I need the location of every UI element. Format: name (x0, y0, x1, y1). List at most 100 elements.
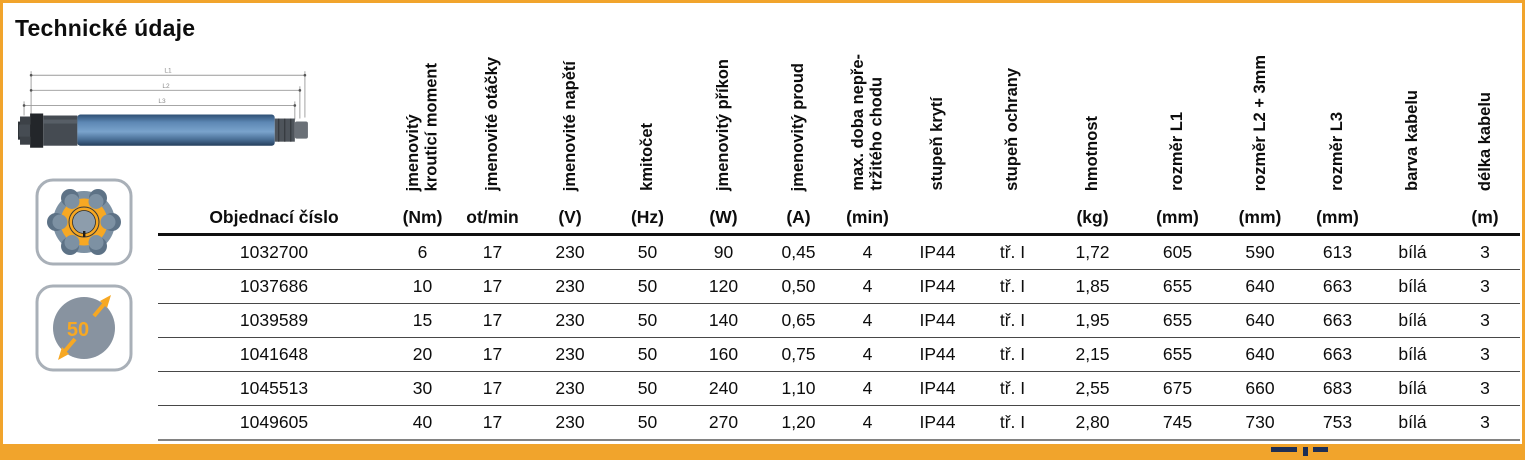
value-cell: bílá (1398, 242, 1427, 262)
value-cell: 4 (862, 310, 873, 330)
column-unit-4: (Hz) (630, 207, 665, 227)
value-cell: bílá (1398, 412, 1427, 432)
column-header-label: hmotnost (1083, 115, 1102, 191)
value-cell: 140 (708, 310, 739, 330)
value-cell: 1,95 (1075, 310, 1110, 330)
value-cell: 4 (862, 412, 873, 432)
value-cell: 90 (713, 242, 734, 262)
column-unit-10: (kg) (1076, 207, 1109, 227)
column-header-label: rozměr L3 (1328, 112, 1347, 191)
value-cell: 50 (637, 412, 658, 432)
column-header-label: barva kabelu (1403, 90, 1422, 191)
value-cell: bílá (1398, 276, 1427, 296)
column-header-4: kmitočet (610, 8, 685, 193)
column-unit-11: (mm) (1156, 207, 1199, 227)
column-unit-0: Objednací číslo (209, 207, 339, 227)
crown-adapter-icon (33, 177, 135, 267)
order-number-cell: 1041648 (239, 344, 309, 364)
column-unit-15: (m) (1471, 207, 1499, 227)
value-cell: 683 (1322, 378, 1353, 398)
value-cell: 663 (1322, 344, 1353, 364)
table-row: 1041648 20 17 230 50 160 0,75 4 IP44 tř. I 2,15 655… (158, 338, 1520, 372)
value-cell: 20 (412, 344, 433, 364)
column-header-1: jmenovitý krouticí moment (390, 8, 455, 193)
value-cell: IP44 (919, 242, 956, 262)
column-header-label: délka kabelu (1475, 91, 1494, 191)
value-cell: IP44 (919, 412, 956, 432)
value-cell: 663 (1322, 310, 1353, 330)
value-cell: 270 (708, 412, 739, 432)
value-cell: 50 (637, 378, 658, 398)
column-header-2: jmenovité otáčky (455, 8, 530, 193)
column-header-15: délka kabelu (1450, 8, 1520, 193)
column-header-label: jmenovitý proud (789, 62, 808, 191)
value-cell: 230 (555, 310, 585, 330)
value-cell: 0,45 (781, 242, 816, 262)
column-header-label: max. doba nepře- tržitého chodu (849, 54, 886, 191)
value-cell: 40 (412, 412, 433, 432)
column-header-6: jmenovitý proud (762, 8, 835, 193)
value-cell: IP44 (919, 276, 956, 296)
value-cell: 50 (637, 276, 658, 296)
header-row: jmenovitý krouticí moment jmenovité otáčk… (158, 8, 1520, 193)
value-cell: 1,85 (1075, 276, 1110, 296)
value-cell: 4 (862, 344, 873, 364)
column-header-label: rozměr L2 + 3mm (1250, 54, 1269, 191)
order-number-cell: 1039589 (239, 310, 309, 330)
value-cell: IP44 (919, 344, 956, 364)
value-cell: tř. I (999, 310, 1026, 330)
value-cell: 2,80 (1075, 412, 1110, 432)
technical-data-table: jmenovitý krouticí moment jmenovité otáčk… (158, 8, 1520, 441)
column-header-7: max. doba nepře- tržitého chodu (835, 8, 900, 193)
column-unit-2: ot/min (466, 207, 519, 227)
column-header-3: jmenovité napětí (530, 8, 610, 193)
value-cell: 1,72 (1075, 242, 1110, 262)
dim-label-l3: L3 (158, 98, 166, 105)
value-cell: bílá (1398, 344, 1427, 364)
value-cell: 240 (708, 378, 739, 398)
value-cell: 745 (1162, 412, 1193, 432)
value-cell: 613 (1322, 242, 1353, 262)
column-header-label: jmenovitý krouticí moment (404, 62, 441, 191)
column-header-label: stupeň krytí (928, 97, 947, 191)
value-cell: tř. I (999, 276, 1026, 296)
value-cell: 655 (1162, 310, 1193, 330)
column-unit-9 (975, 193, 1050, 233)
value-cell: IP44 (919, 310, 956, 330)
table-row: 1045513 30 17 230 50 240 1,10 4 IP44 tř. I 2,55 675… (158, 372, 1520, 406)
value-cell: 230 (555, 412, 585, 432)
value-cell: 4 (862, 242, 873, 262)
value-cell: 3 (1480, 412, 1490, 432)
column-header-label: rozměr L1 (1168, 112, 1187, 191)
value-cell: IP44 (919, 378, 956, 398)
diameter-value-label: 50 (67, 319, 89, 341)
value-cell: 17 (482, 310, 503, 330)
value-cell: 50 (637, 310, 658, 330)
value-cell: 730 (1245, 412, 1275, 432)
truncated-text-fragment (1313, 447, 1328, 452)
table-row: 1049605 40 17 230 50 270 1,20 4 IP44 tř. I 2,80 745… (158, 406, 1520, 441)
value-cell: 753 (1322, 412, 1353, 432)
column-unit-1: (Nm) (402, 207, 443, 227)
table-row: 1037686 10 17 230 50 120 0,50 4 IP44 tř. I 1,85 655… (158, 270, 1520, 304)
value-cell: 50 (637, 344, 658, 364)
value-cell: tř. I (999, 344, 1026, 364)
value-cell: 4 (862, 378, 873, 398)
column-header-11: rozměr L1 (1135, 8, 1220, 193)
value-cell: 2,55 (1075, 378, 1110, 398)
value-cell: 10 (412, 276, 433, 296)
value-cell: 230 (555, 276, 585, 296)
column-unit-3: (V) (558, 207, 582, 227)
value-cell: 3 (1480, 242, 1490, 262)
dim-label-l1: L1 (164, 68, 172, 75)
value-cell: tř. I (999, 412, 1026, 432)
order-number-cell: 1032700 (239, 242, 309, 262)
order-number-cell: 1037686 (239, 276, 309, 296)
tubular-motor-illustration: L1 L2 L3 (17, 61, 319, 167)
column-header-label: jmenovité napětí (560, 60, 579, 191)
value-cell: 4 (862, 276, 873, 296)
value-cell: 17 (482, 242, 503, 262)
order-number-cell: 1049605 (239, 412, 309, 432)
column-header-0 (158, 8, 390, 193)
